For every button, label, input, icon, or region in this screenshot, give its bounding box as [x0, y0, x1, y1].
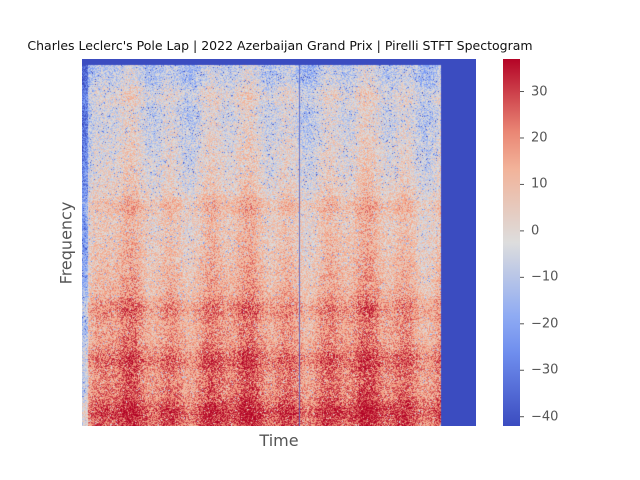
chart-title: Charles Leclerc's Pole Lap | 2022 Azerba… [0, 38, 560, 53]
colorbar-tick-label: 10 [531, 177, 548, 192]
spectrogram-plot [82, 59, 476, 426]
colorbar-tick-label: 20 [531, 130, 548, 145]
colorbar [500, 55, 530, 430]
x-axis-label: Time [82, 431, 476, 450]
colorbar-tick-label: −30 [531, 363, 558, 378]
y-axis-label: Frequency [57, 202, 76, 285]
colorbar-gradient [503, 59, 520, 426]
colorbar-tick-label: −40 [531, 409, 558, 424]
colorbar-tick-label: 0 [531, 223, 539, 238]
colorbar-tick-label: −20 [531, 316, 558, 331]
colorbar-tick-label: −10 [531, 270, 558, 285]
colorbar-tick-label: 30 [531, 84, 548, 99]
